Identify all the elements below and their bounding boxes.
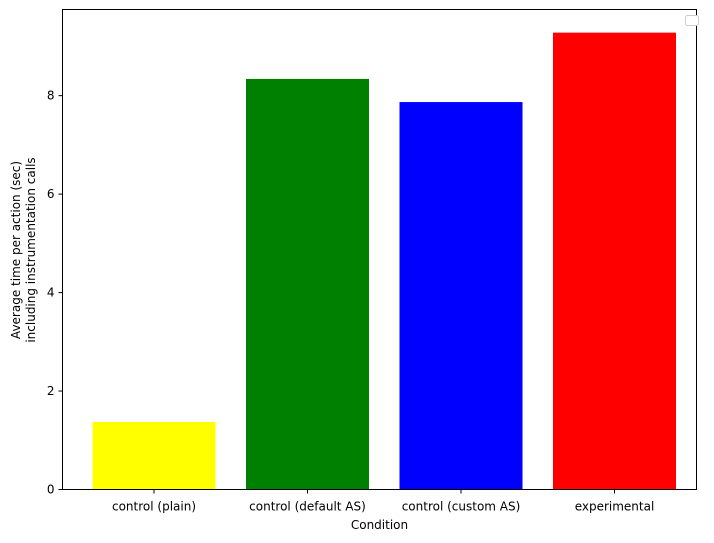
bar-experimental	[553, 32, 676, 490]
legend-box	[685, 15, 699, 26]
y-tick-label: 4	[47, 286, 55, 300]
x-tick-label: control (default AS)	[249, 500, 366, 514]
x-ticks-group: control (plain) control (default AS) contr…	[112, 489, 655, 514]
bar-control-custom-as	[399, 102, 523, 490]
y-ticks-group: 0 2 4 6 8	[47, 89, 63, 497]
bar-control-default-as	[246, 78, 369, 490]
y-axis-title-line-1: Average time per action (sec)	[9, 161, 23, 339]
bars-group	[92, 32, 676, 490]
x-tick-label: control (plain)	[112, 500, 196, 514]
bar-control-plain	[92, 422, 216, 490]
y-axis-title-line-2: including instrumentation calls	[24, 157, 38, 342]
x-tick-label: experimental	[575, 500, 655, 514]
plot-frame	[62, 9, 697, 490]
y-tick-label: 2	[47, 384, 55, 398]
y-tick-label: 8	[47, 89, 55, 103]
x-tick-label: control (custom AS)	[402, 500, 521, 514]
y-tick-label: 0	[47, 483, 55, 497]
x-axis-title: Condition	[351, 518, 408, 532]
y-tick-label: 6	[47, 187, 55, 201]
